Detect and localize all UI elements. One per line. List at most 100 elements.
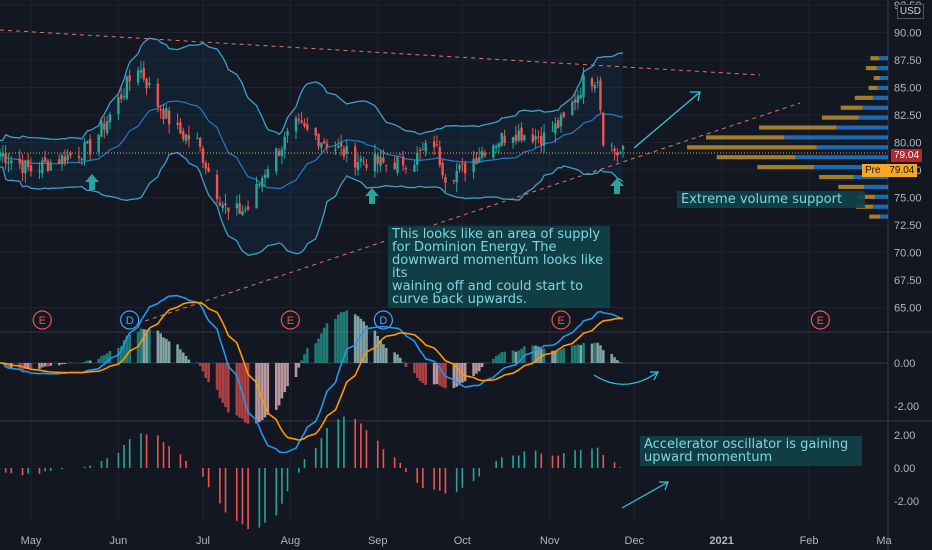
macd-hist-bar [556, 350, 560, 363]
last-price-tag: 79.04 [891, 149, 923, 162]
macd-hist-bar [165, 338, 168, 363]
ao-bar [360, 423, 362, 468]
last-price-value: 79.04 [894, 150, 920, 161]
macd-hist-bar [353, 314, 357, 363]
macd-hist-bar [601, 350, 605, 363]
volume-profile [687, 56, 888, 219]
trend-lines [0, 29, 888, 327]
candle-body [306, 124, 309, 130]
macd-hist-bar [128, 334, 131, 363]
x-tick-10: Ma [876, 535, 892, 547]
candle-body [255, 183, 258, 209]
price-tick-9: 70.00 [894, 248, 922, 260]
macd-hist-bar [452, 363, 456, 389]
macd-hist-bar [511, 350, 515, 363]
macd-hist-bar [376, 335, 380, 363]
macd-hist-bar [393, 352, 396, 363]
ao-bar [444, 468, 447, 494]
macd-hist-bar [475, 363, 478, 374]
candle-body [148, 82, 151, 86]
candle-body [396, 157, 399, 173]
signal-line [0, 301, 623, 441]
candle-body [145, 78, 148, 89]
macd-hist-bar [435, 363, 439, 385]
candle-body [458, 165, 461, 170]
candle-body [46, 160, 50, 171]
macd-hist-bar [494, 356, 498, 363]
ao-bar [179, 454, 182, 468]
ao-bar [106, 458, 108, 468]
macd-hist-bar [314, 343, 318, 363]
candle-body [314, 128, 317, 136]
lower-band [0, 151, 624, 256]
macd-hist-bar [38, 363, 41, 369]
macd-hist-bar [215, 363, 219, 390]
ao-bar [224, 468, 227, 513]
ao-bar [523, 451, 526, 468]
candle-body [562, 112, 566, 117]
macd-hist-bar [618, 362, 622, 363]
candle-body [198, 138, 202, 147]
macd-hist-bar [263, 363, 267, 418]
macd-hist-bar [542, 348, 546, 363]
marker-d-3: D [373, 310, 393, 330]
up-arrow-2 [610, 178, 624, 194]
ao-arrow [621, 481, 669, 509]
upper-band [0, 37, 624, 142]
macd-hist-bar [294, 363, 298, 377]
macd-hist-bar [49, 363, 53, 366]
ao-bar [123, 444, 125, 468]
macd-hist-bar [596, 342, 599, 363]
candle-body [241, 211, 244, 216]
candle-body [26, 159, 30, 167]
macd-hist-bar [537, 346, 540, 363]
macd-hist-bar [235, 363, 239, 416]
macd-hist-bar [325, 323, 329, 363]
macd-hist-bar [500, 352, 504, 363]
volume-up-bar [784, 135, 888, 140]
macd-hist-bar [492, 358, 495, 363]
volume-up-bar [864, 184, 888, 189]
ao-bar [202, 468, 204, 477]
candle-body [432, 141, 436, 148]
candle-body [294, 117, 298, 132]
volume-up-bar [878, 56, 888, 61]
macd-hist-bar [184, 355, 188, 363]
candle-body [29, 165, 33, 172]
ao-bar [247, 468, 249, 530]
candle-body [303, 122, 306, 127]
volume-up-bar [814, 165, 888, 170]
ao-bar [241, 468, 244, 525]
ao-bar [495, 461, 497, 468]
supply-annotation[interactable]: This looks like an area of supply for Do… [388, 226, 610, 308]
macd-hist-bar [83, 361, 86, 363]
macd-hist-bar [286, 363, 289, 387]
currency-label[interactable]: USD [896, 4, 924, 19]
ao-bar [275, 468, 278, 516]
macd-hist-bar [593, 342, 597, 363]
candle-body [122, 96, 126, 98]
macd-hist-bar [224, 363, 227, 408]
ac-annotation[interactable]: Accelerator oscillator is gaining upward… [640, 436, 862, 466]
macd-hist-bar [7, 363, 10, 369]
ao-bar [185, 460, 187, 468]
ao-bar [100, 460, 103, 468]
macd-hist-bar [382, 344, 385, 363]
volume-down-bar [869, 214, 881, 219]
macd-curve-arrow-head [650, 371, 659, 381]
candle-body [317, 133, 320, 147]
volume-annotation[interactable]: Extreme volume support [677, 191, 865, 208]
candle-body [455, 171, 458, 183]
candle-body [182, 131, 185, 140]
candle-body [86, 140, 89, 144]
candle-body [244, 209, 247, 211]
macd-hist-bar [359, 318, 363, 363]
candle-body [616, 152, 619, 156]
macd-hist-bar [260, 363, 264, 421]
candle-body [38, 170, 41, 172]
candle-body [41, 160, 44, 174]
macd-hist-bar [362, 321, 365, 363]
candle-body [224, 203, 227, 206]
